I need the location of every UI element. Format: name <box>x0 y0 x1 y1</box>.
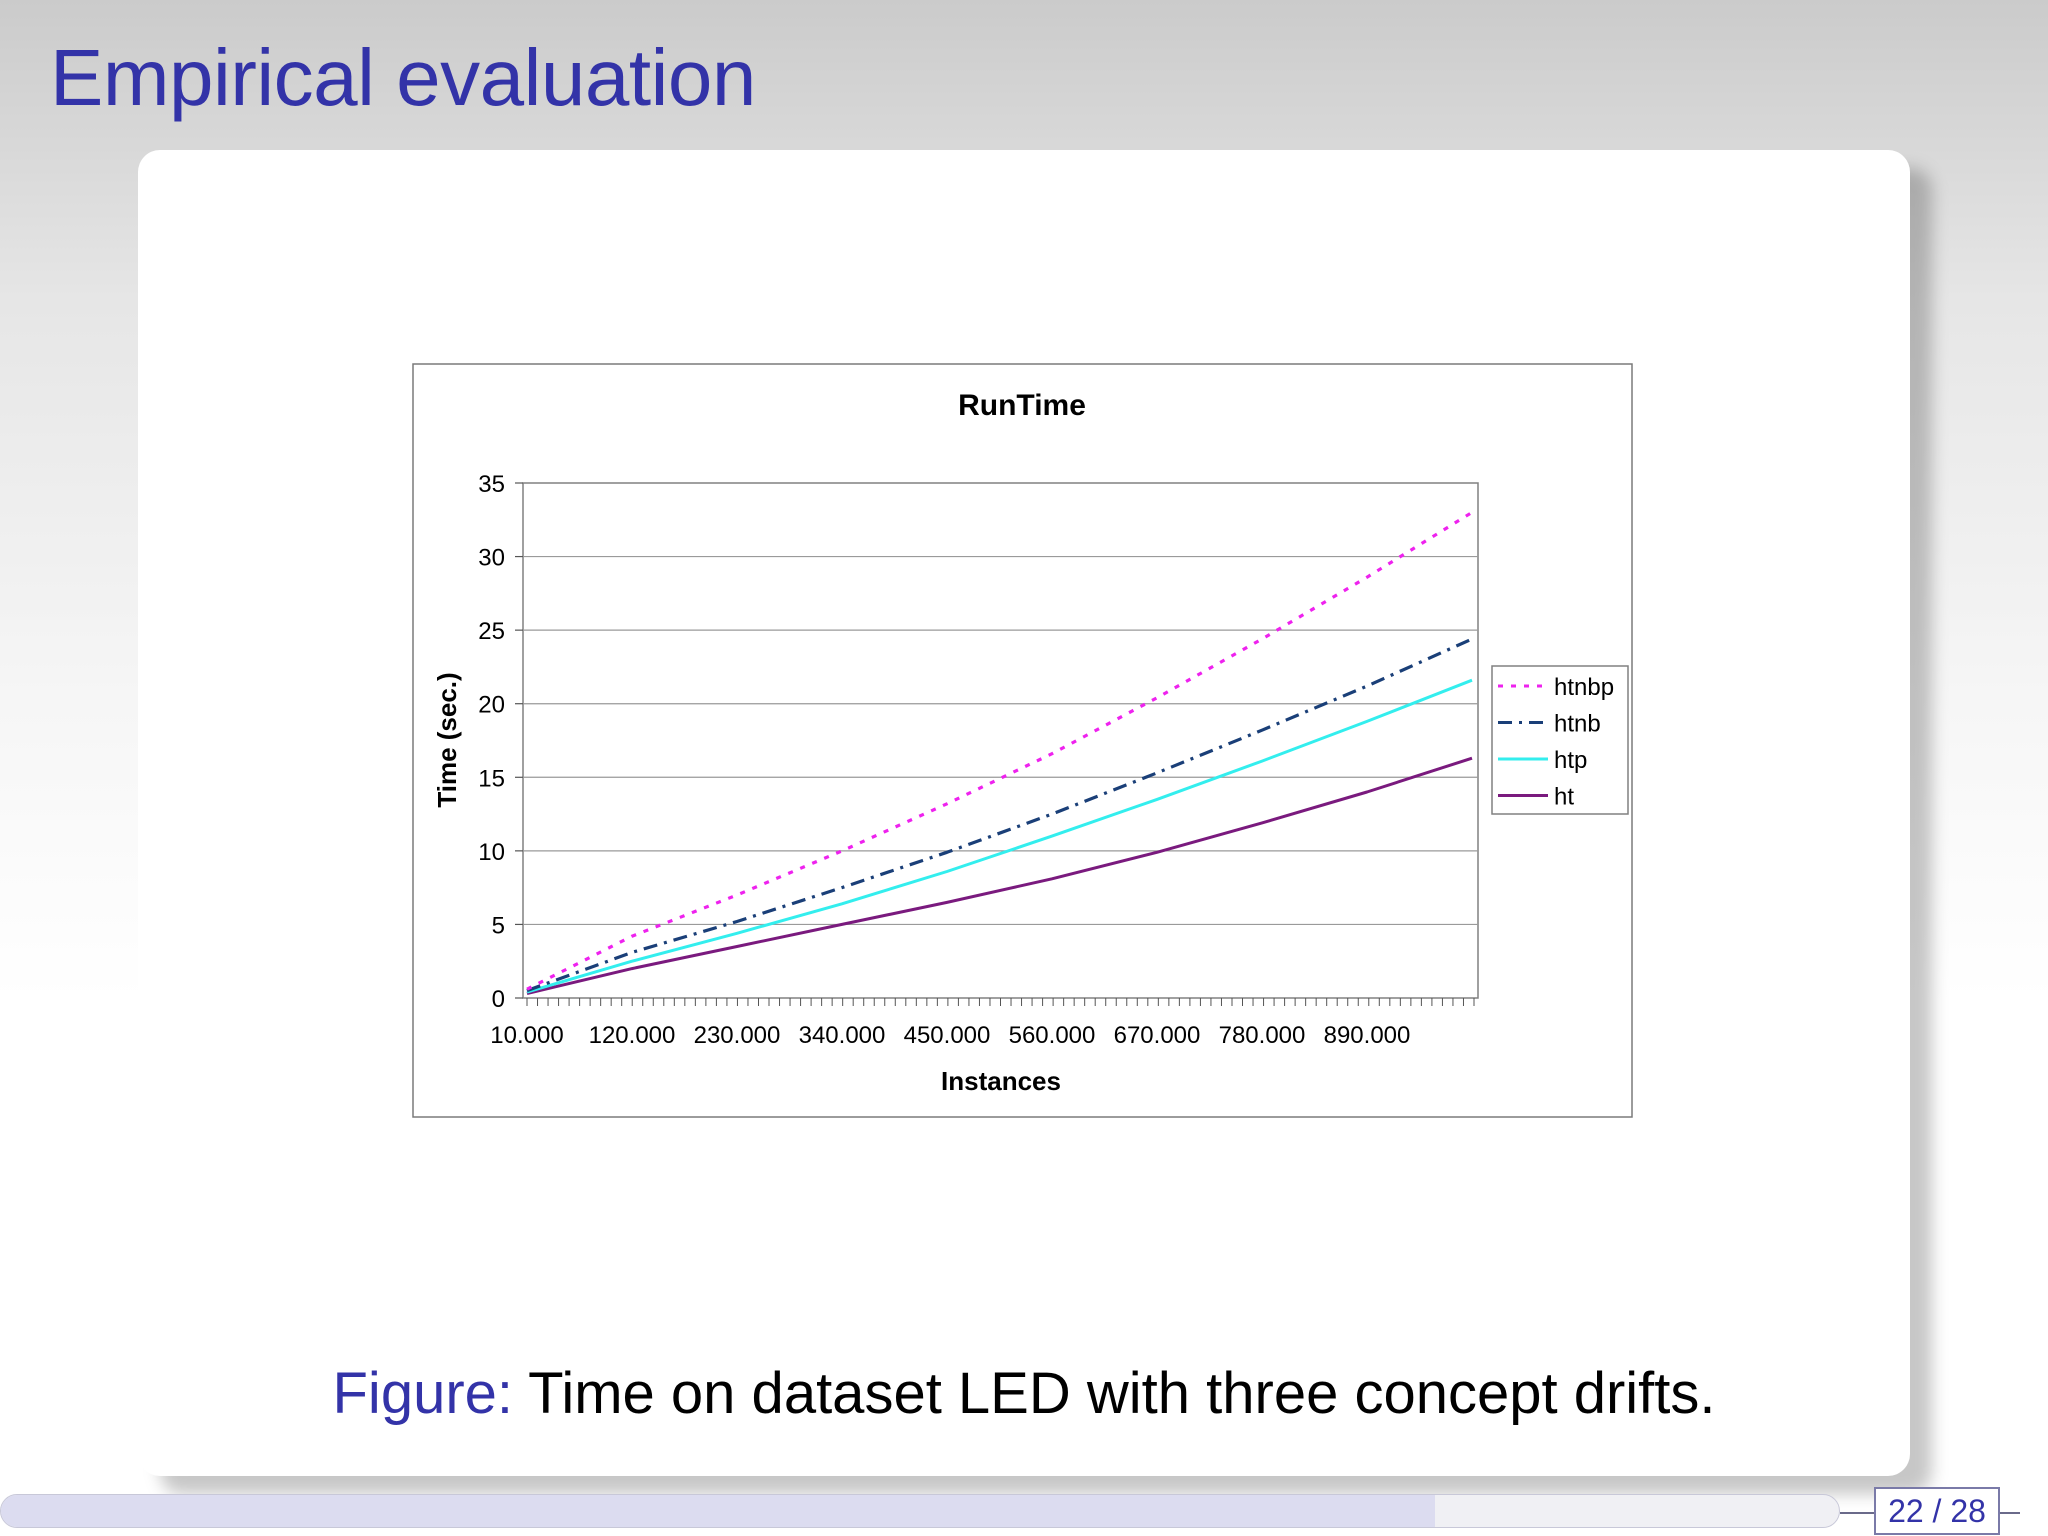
y-tick-label: 35 <box>478 471 505 498</box>
y-tick-label: 10 <box>478 839 505 866</box>
x-tick-label: 560.000 <box>1009 1022 1096 1049</box>
y-tick-label: 20 <box>478 692 505 719</box>
navigation-progress-bar[interactable] <box>0 1494 1840 1528</box>
series-line-htnbp <box>526 511 1473 991</box>
plot-area <box>522 482 1479 999</box>
y-tick-label: 30 <box>478 545 505 572</box>
caption-label: Figure: <box>332 1361 514 1426</box>
x-axis-title: Instances <box>941 1066 1061 1096</box>
x-tick-label: 890.000 <box>1324 1022 1411 1049</box>
chart-legend <box>1491 665 1629 815</box>
y-tick-label: 15 <box>478 765 505 792</box>
navigation-progress-fill <box>1 1495 1435 1527</box>
chart-title: RunTime <box>958 389 1086 422</box>
x-tick-label: 230.000 <box>694 1022 781 1049</box>
x-tick-label: 450.000 <box>904 1022 991 1049</box>
nav-connector-left <box>1840 1512 1874 1514</box>
y-axis-title: Time (sec.) <box>432 672 462 807</box>
x-tick-label: 10.000 <box>490 1022 563 1049</box>
figure-caption: Figure: Time on dataset LED with three c… <box>0 1360 2048 1427</box>
page-number: 22 / 28 <box>1874 1487 2000 1535</box>
x-tick-label: 780.000 <box>1219 1022 1306 1049</box>
legend-label-ht: ht <box>1554 784 1574 811</box>
series-line-htnb <box>526 637 1473 993</box>
legend-label-htnbp: htnbp <box>1554 674 1614 701</box>
x-tick-label: 340.000 <box>799 1022 886 1049</box>
y-tick-label: 5 <box>492 912 505 939</box>
legend-label-htp: htp <box>1554 747 1587 774</box>
series-line-htp <box>526 678 1473 994</box>
nav-connector-right <box>2000 1512 2020 1514</box>
y-tick-label: 25 <box>478 618 505 645</box>
caption-text: Time on dataset LED with three concept d… <box>513 1361 1716 1426</box>
x-tick-label: 670.000 <box>1114 1022 1201 1049</box>
legend-label-htnb: htnb <box>1554 711 1601 738</box>
slide-title: Empirical evaluation <box>50 33 756 122</box>
y-tick-label: 0 <box>492 986 505 1013</box>
x-tick-label: 120.000 <box>589 1022 676 1049</box>
series-line-ht <box>526 756 1473 996</box>
